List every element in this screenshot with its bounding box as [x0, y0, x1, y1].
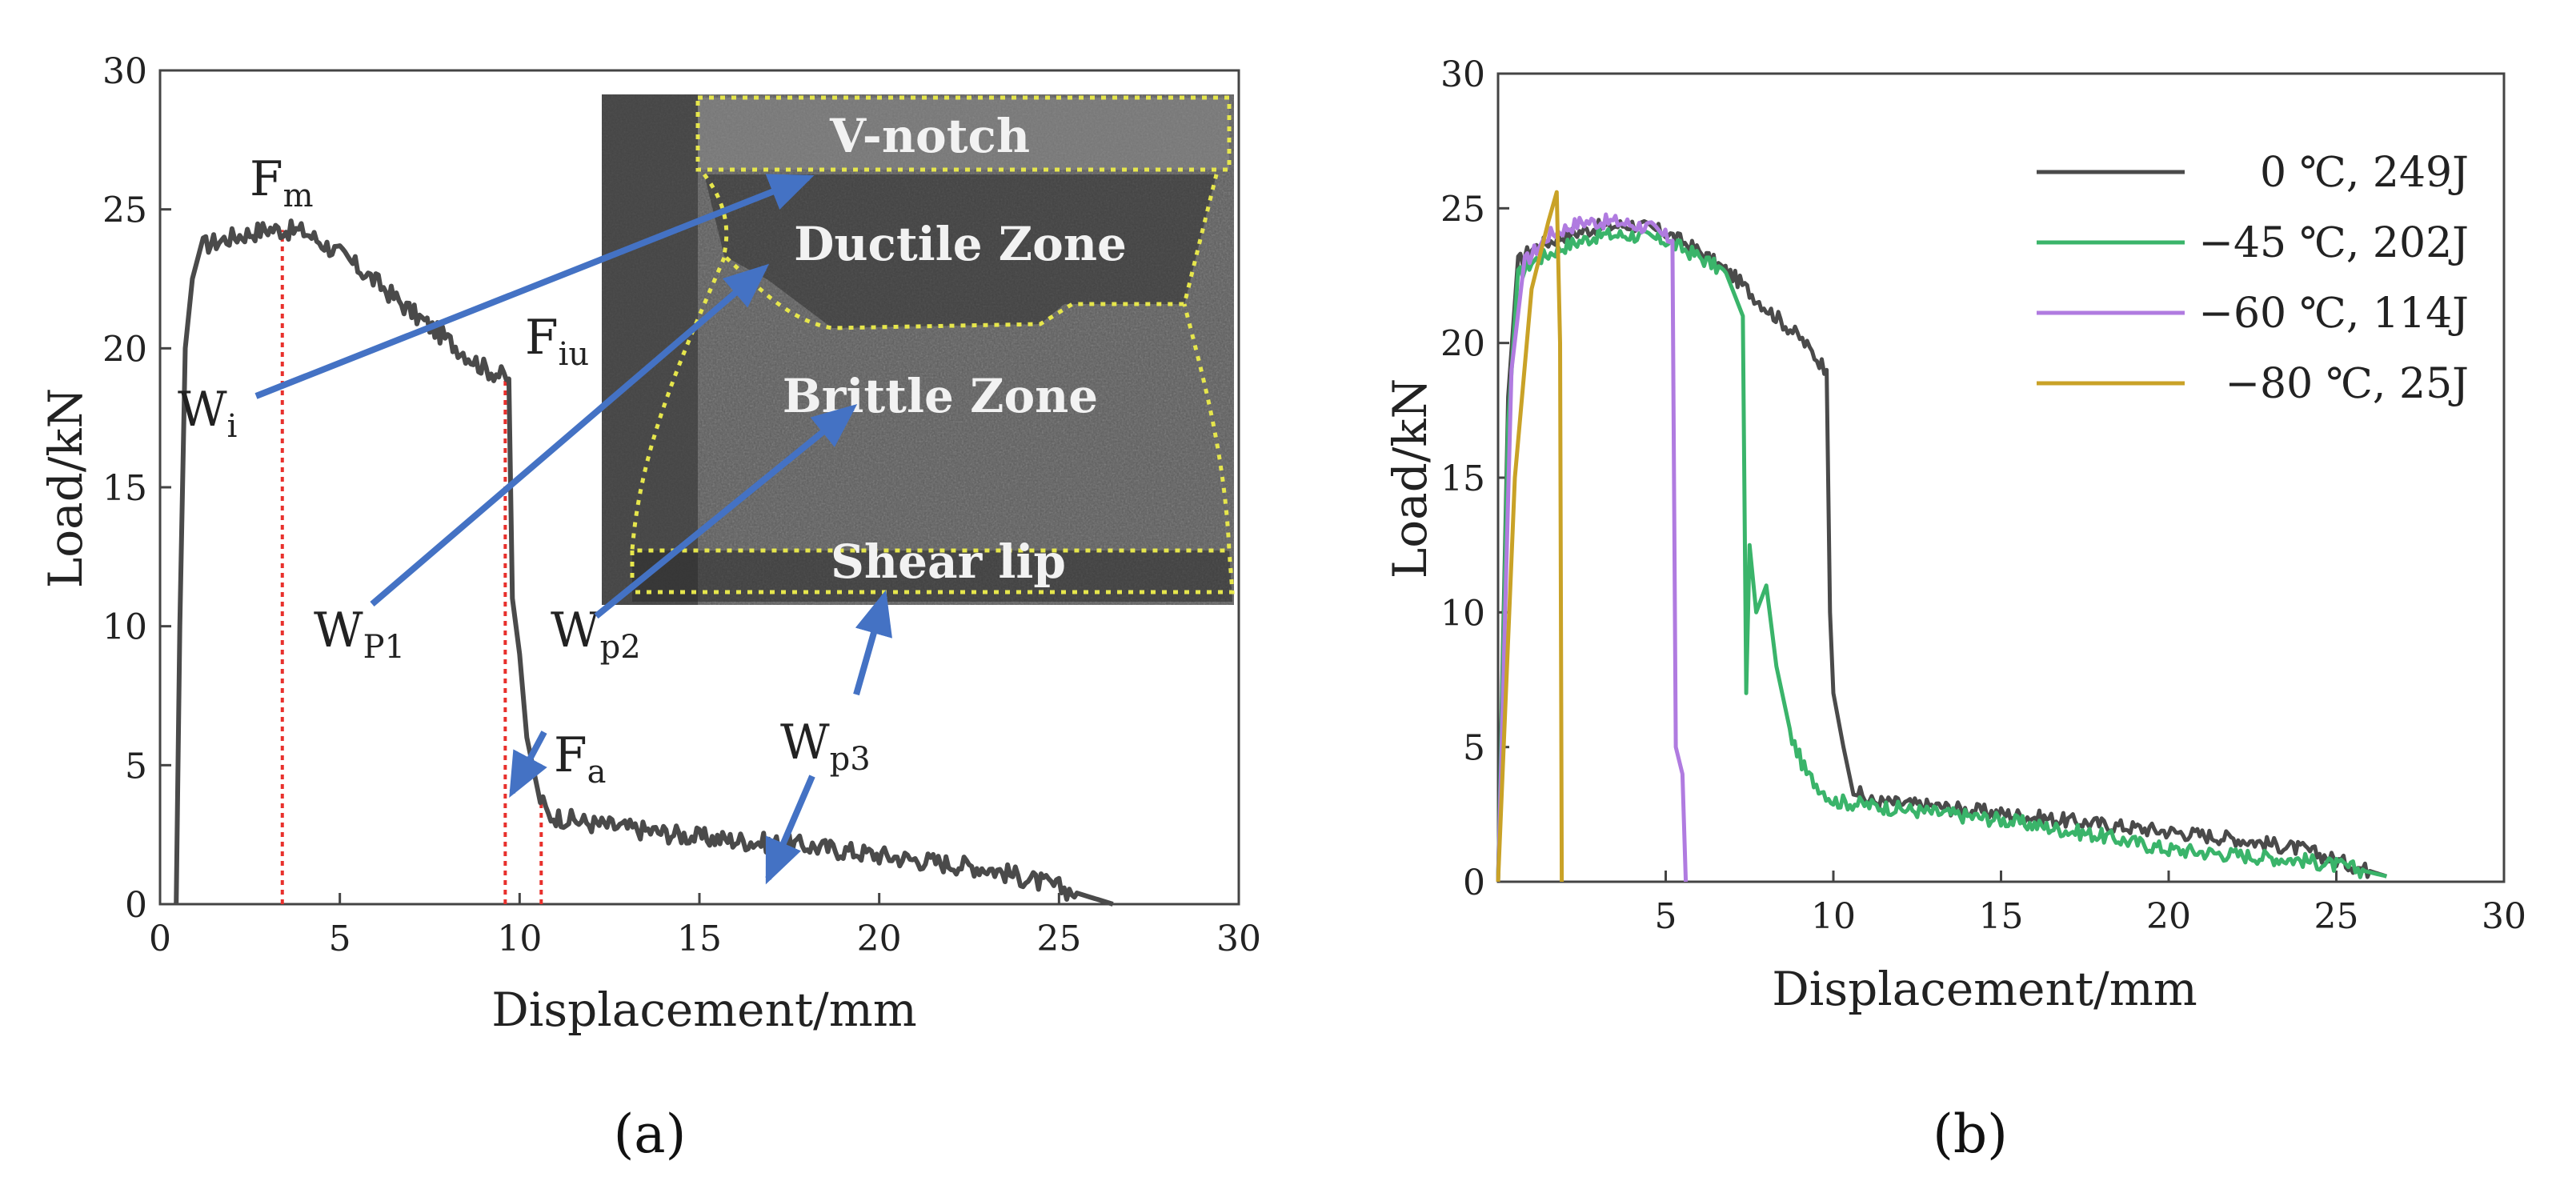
arrows — [254, 174, 892, 885]
label-wp3: Wp3 — [780, 715, 871, 778]
panel-b-legend: 0 ℃, 249J −45 ℃, 202J −60 ℃, 114J −80 ℃, 25… — [2037, 149, 2469, 408]
legend-label-1: 0 ℃, 249J — [2260, 149, 2469, 197]
panel-b-y-tick-label: 20 — [1440, 324, 1485, 365]
panel-a-series-line — [174, 218, 1114, 907]
panel-a-y-tick-label: 30 — [102, 51, 147, 92]
legend-label-2: −45 ℃, 202J — [2198, 219, 2469, 267]
panel-a-x-tick-label: 30 — [1216, 919, 1261, 959]
shear-lip-region — [632, 550, 1232, 602]
arrow-wi — [254, 174, 815, 399]
panel-b-y-tick-label: 0 — [1463, 863, 1485, 903]
zone-label-ductile: Ductile Zone — [794, 217, 1127, 271]
panel-a: 0 5 10 15 20 25 30 0 5 10 15 20 25 30 Load/kN Displa… — [38, 51, 1261, 1037]
panel-b-series-line-1 — [1496, 218, 2388, 883]
label-wp2: Wp2 — [551, 603, 641, 666]
panel-b-series-line-2 — [1496, 226, 2387, 883]
panel-a-x-tick-label: 20 — [857, 919, 902, 959]
fracture-inset: V-notch Ductile Zone Brittle Zone Shear … — [602, 94, 1235, 605]
arrow-wp3-up — [853, 590, 892, 696]
panel-b-y-axis-label: Load/kN — [1383, 378, 1437, 579]
panel-a-x-tick-label: 25 — [1036, 919, 1081, 959]
fracture-photo-left-edge — [602, 94, 698, 605]
panel-a-marker-lines — [280, 230, 543, 904]
panel-a-x-ticks: 0 5 10 15 20 25 30 — [149, 893, 1261, 959]
ductile-zone-outline — [703, 173, 1219, 330]
panel-a-x-axis-label: Displacement/mm — [491, 983, 916, 1037]
panel-b-y-tick-label: 5 — [1463, 728, 1485, 769]
label-fa: Fa — [554, 727, 607, 791]
caption-b: (b) — [1933, 1103, 2008, 1165]
panel-a-y-tick-label: 15 — [102, 468, 147, 509]
arrow-wp2 — [594, 403, 858, 619]
legend-label-3: −60 ℃, 114J — [2198, 290, 2469, 338]
panel-a-y-axis-label: Load/kN — [38, 388, 93, 589]
caption-a: (a) — [614, 1103, 687, 1165]
panel-a-y-tick-label: 0 — [125, 885, 147, 926]
panel-b-series-group — [1496, 190, 2388, 883]
arrow-wp1 — [370, 263, 770, 607]
panel-a-y-tick-label: 25 — [102, 190, 147, 231]
shear-lip-outline — [630, 550, 1235, 594]
panel-b-x-tick-label: 5 — [1655, 896, 1677, 937]
panel-a-y-tick-label: 10 — [102, 607, 147, 648]
arrow-fa — [509, 731, 547, 799]
panel-b-x-axis-label: Displacement/mm — [1772, 962, 2197, 1016]
label-fiu: Fiu — [525, 310, 589, 373]
v-notch-region — [698, 98, 1229, 170]
panel-b-x-tick-label: 30 — [2482, 896, 2526, 937]
panel-b-y-tick-label: 25 — [1440, 189, 1485, 230]
v-notch-outline — [695, 95, 1232, 172]
panel-b-y-tick-label: 15 — [1440, 458, 1485, 499]
panel-a-y-tick-label: 5 — [125, 746, 147, 787]
panel-a-x-tick-label: 10 — [497, 919, 542, 959]
panel-b-y-tick-label: 30 — [1440, 54, 1485, 95]
label-wi: Wi — [178, 382, 237, 445]
panel-b-series-line-3 — [1496, 212, 1689, 883]
ductile-zone-region — [704, 174, 1216, 328]
panel-a-y-ticks: 0 5 10 15 20 25 30 — [102, 51, 171, 926]
label-wp1: WP1 — [314, 603, 405, 666]
label-fm: Fm — [250, 151, 314, 214]
panel-b-x-tick-label: 10 — [1811, 896, 1856, 937]
zone-outlines — [630, 95, 1235, 594]
legend-label-4: −80 ℃, 25J — [2225, 360, 2469, 408]
panel-a-x-tick-label: 5 — [329, 919, 351, 959]
panel-b-x-ticks: 5 10 15 20 25 30 — [1655, 871, 2526, 937]
panel-b-x-tick-label: 20 — [2146, 896, 2191, 937]
panel-b: 0 5 10 15 20 25 30 5 10 15 20 25 30 Load/kN Displac… — [1383, 54, 2526, 1016]
panel-a-x-tick-label: 0 — [149, 919, 171, 959]
panel-b-x-tick-label: 25 — [2314, 896, 2359, 937]
panel-a-y-tick-label: 20 — [102, 329, 147, 370]
panel-b-y-ticks: 0 5 10 15 20 25 30 — [1440, 54, 1509, 903]
zone-label-brittle: Brittle Zone — [783, 369, 1098, 423]
panel-b-x-tick-label: 15 — [1979, 896, 2024, 937]
panel-b-y-tick-label: 10 — [1440, 593, 1485, 634]
panel-a-x-tick-label: 15 — [677, 919, 722, 959]
zone-label-shear-lip: Shear lip — [831, 534, 1066, 589]
zone-label-v-notch: V-notch — [829, 109, 1030, 163]
panel-b-series-line-4 — [1496, 190, 1564, 883]
arrow-wp3-down — [765, 775, 815, 885]
